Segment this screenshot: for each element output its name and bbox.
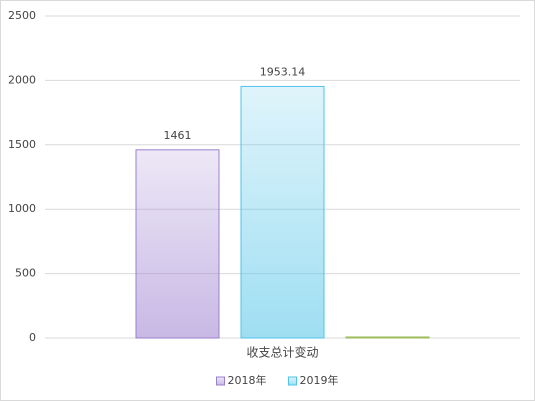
bar bbox=[135, 149, 220, 339]
y-tick-label: 2000 bbox=[8, 73, 36, 86]
legend-label: 2019年 bbox=[300, 373, 339, 387]
y-tick-label: 0 bbox=[29, 331, 36, 344]
legend-swatch bbox=[288, 376, 297, 386]
data-label: 1461 bbox=[164, 129, 192, 142]
bar bbox=[345, 336, 430, 339]
y-tick-label: 500 bbox=[15, 267, 36, 280]
legend-label: 2018年 bbox=[228, 373, 267, 387]
x-tick-label: 收支总计变动 bbox=[246, 345, 318, 360]
bar bbox=[240, 85, 325, 339]
y-tick-label: 2500 bbox=[8, 9, 36, 22]
y-tick-label: 1500 bbox=[8, 138, 36, 151]
data-label: 1953.14 bbox=[260, 65, 306, 78]
legend-swatch bbox=[216, 376, 225, 386]
y-tick-label: 1000 bbox=[8, 202, 36, 215]
